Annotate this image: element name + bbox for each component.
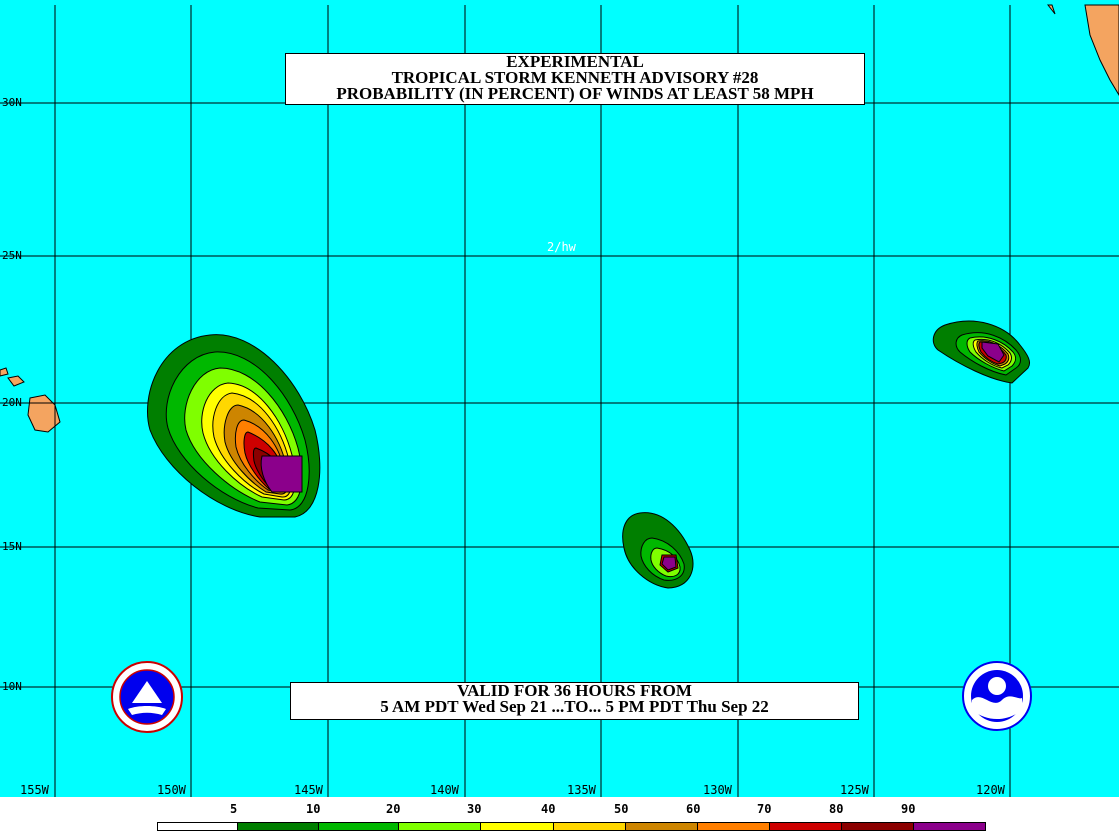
- lat-label-15n: 15N: [2, 540, 22, 553]
- legend-label-40: 40: [541, 802, 556, 816]
- lon-label-145w: 145W: [294, 783, 323, 797]
- noaa-logo-icon: [962, 661, 1032, 731]
- legend-label-50: 50: [614, 802, 629, 816]
- lat-label-25n: 25N: [2, 249, 22, 262]
- land-hawaii-maui: [7, 375, 25, 387]
- lon-label-155w: 155W: [20, 783, 49, 797]
- legend-swatch-90-100: [913, 822, 986, 831]
- valid-line-2: 5 AM PDT Wed Sep 21 ...TO... 5 PM PDT Th…: [380, 697, 769, 716]
- lat-label-10n: 10N: [2, 680, 22, 693]
- legend-swatch-20-30: [398, 822, 481, 831]
- land-hawaii-big: [27, 394, 61, 433]
- legend-label-90: 90: [901, 802, 916, 816]
- land-baja-tip: [1046, 4, 1056, 15]
- legend-swatch-60-70: [697, 822, 770, 831]
- legend-swatch-5-10: [237, 822, 319, 831]
- valid-box: VALID FOR 36 HOURS FROM 5 AM PDT Wed Sep…: [290, 682, 859, 720]
- legend-background: [0, 797, 1119, 839]
- legend-swatch-50-60: [625, 822, 698, 831]
- prob-swath-main: [147, 334, 321, 518]
- lon-label-150w: 150W: [157, 783, 186, 797]
- land-mexico: [1084, 4, 1119, 96]
- lon-label-140w: 140W: [430, 783, 459, 797]
- lat-label-30n: 30N: [2, 96, 22, 109]
- legend-swatch-30-40: [480, 822, 554, 831]
- prob-swath-middle: [622, 512, 694, 589]
- land-hawaii-oahu: [0, 367, 9, 377]
- legend-swatch-40-50: [553, 822, 626, 831]
- lon-label-130w: 130W: [703, 783, 732, 797]
- title-line-1: EXPERIMENTAL: [506, 52, 644, 71]
- legend-label-5: 5: [230, 802, 238, 816]
- legend-swatch-80-90: [841, 822, 914, 831]
- legend-swatch-10-20: [318, 822, 399, 831]
- legend-label-80: 80: [829, 802, 844, 816]
- valid-line-1: VALID FOR 36 HOURS FROM: [457, 681, 692, 700]
- legend-swatch-70-80: [769, 822, 842, 831]
- legend-label-10: 10: [306, 802, 321, 816]
- legend-label-30: 30: [467, 802, 482, 816]
- legend-label-60: 60: [686, 802, 701, 816]
- legend-swatch-0-5: [157, 822, 238, 831]
- lon-label-125w: 125W: [840, 783, 869, 797]
- prob-swath-east: [932, 320, 1031, 384]
- credit-label: 2/hw: [547, 240, 576, 254]
- lon-label-120w: 120W: [976, 783, 1005, 797]
- title-line-2: TROPICAL STORM KENNETH ADVISORY #28: [391, 68, 759, 87]
- title-box: EXPERIMENTAL TROPICAL STORM KENNETH ADVI…: [285, 53, 865, 105]
- lat-label-20n: 20N: [2, 396, 22, 409]
- nws-seal-icon: [111, 661, 183, 733]
- legend-label-70: 70: [757, 802, 772, 816]
- legend-label-20: 20: [386, 802, 401, 816]
- lon-label-135w: 135W: [567, 783, 596, 797]
- title-line-3: PROBABILITY (IN PERCENT) OF WINDS AT LEA…: [336, 84, 814, 103]
